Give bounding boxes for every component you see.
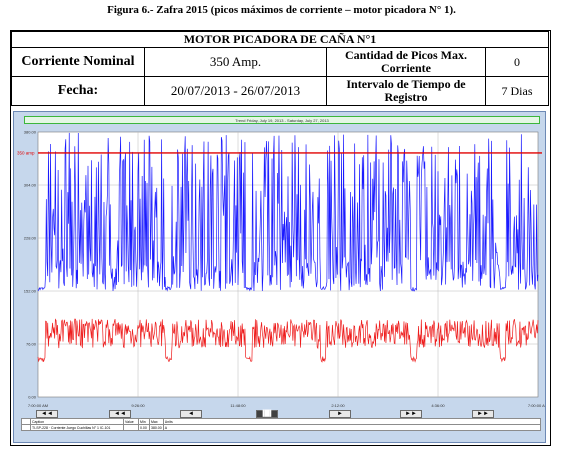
nav-fast-back-button[interactable]: ◄◄ xyxy=(109,410,131,418)
peak-count-label-line1: Cantidad de Picos Max. xyxy=(344,48,467,62)
x-tick-label: 7:00:00 AM xyxy=(528,403,545,408)
x-tick-label: 9:26:00 xyxy=(131,403,145,408)
trend-plot: 380.00 304.00 228.00 152.00 76.00 0.00 7:00:00… xyxy=(17,130,545,409)
x-tick-label: 7:00:00 AM xyxy=(28,403,48,408)
peak-count-value: 0 xyxy=(485,47,549,77)
nav-pause-button[interactable]: ▐█▌ xyxy=(256,410,278,418)
trend-window: Trend Friday, July 19, 2013 - Saturday, … xyxy=(13,111,546,443)
interval-value: 7 Dias xyxy=(485,76,549,106)
trend-title: Trend Friday, July 19, 2013 - Saturday, … xyxy=(24,116,540,124)
legend-max: 380.00 xyxy=(149,424,164,431)
x-tick-label: 2:12:00 xyxy=(331,403,345,408)
y-tick-label: 76.00 xyxy=(26,342,37,347)
nominal-current-label: Corriente Nominal xyxy=(11,47,145,77)
nav-back-button[interactable]: ◄ xyxy=(180,410,202,418)
nominal-current-value: 350 Amp. xyxy=(144,47,327,77)
nav-forward-button[interactable]: ► xyxy=(329,410,351,418)
motor-info-table: MOTOR PICADORA DE CAÑA N°1 Corriente Nom… xyxy=(11,31,549,106)
legend-caption: TI-SP-228 · Corriente Juego Cuchillas N°… xyxy=(30,424,124,431)
legend-units: A xyxy=(162,424,542,431)
legend-checkbox[interactable] xyxy=(21,424,31,431)
interval-label: Intervalo de Tiempo de Registro xyxy=(326,76,486,106)
y-tick-label: 0.00 xyxy=(28,395,37,400)
legend-row[interactable]: TI-SP-228 · Corriente Juego Cuchillas N°… xyxy=(21,424,542,431)
motor-panel: MOTOR PICADORA DE CAÑA N°1 Corriente Nom… xyxy=(10,30,551,446)
x-tick-label: 4:36:00 xyxy=(431,403,445,408)
figure-caption: Figura 6.- Zafra 2015 (picos máximos de … xyxy=(107,4,456,16)
motor-title: MOTOR PICADORA DE CAÑA N°1 xyxy=(11,31,549,48)
y-tick-label: 380.00 xyxy=(24,130,37,135)
date-label: Fecha: xyxy=(11,76,145,106)
peak-count-label-line2: Corriente xyxy=(381,61,431,75)
x-tick-label: 11:48:00 xyxy=(230,403,246,408)
peak-count-label: Cantidad de Picos Max. Corriente xyxy=(326,47,486,77)
nav-last-button[interactable]: ►► xyxy=(472,410,494,418)
series-line-high xyxy=(37,132,539,292)
legend-value xyxy=(123,424,139,431)
trend-legend-table: Caption Value Min Max Units TI-SP-228 · … xyxy=(21,418,542,431)
y-tick-label: 304.00 xyxy=(24,183,37,188)
limit-label: 350 amp xyxy=(17,150,35,155)
interval-label-line1: Intervalo de Tiempo de xyxy=(346,77,466,91)
interval-label-line2: Registro xyxy=(384,90,428,104)
date-value: 20/07/2013 - 26/07/2013 xyxy=(144,76,327,106)
nav-first-button[interactable]: ◄◄ xyxy=(36,410,58,418)
y-tick-label: 152.00 xyxy=(24,289,37,294)
nav-fast-forward-button[interactable]: ►► xyxy=(400,410,422,418)
legend-min: 0.00 xyxy=(138,424,150,431)
series-line-low xyxy=(37,318,539,363)
y-tick-label: 228.00 xyxy=(24,236,37,241)
